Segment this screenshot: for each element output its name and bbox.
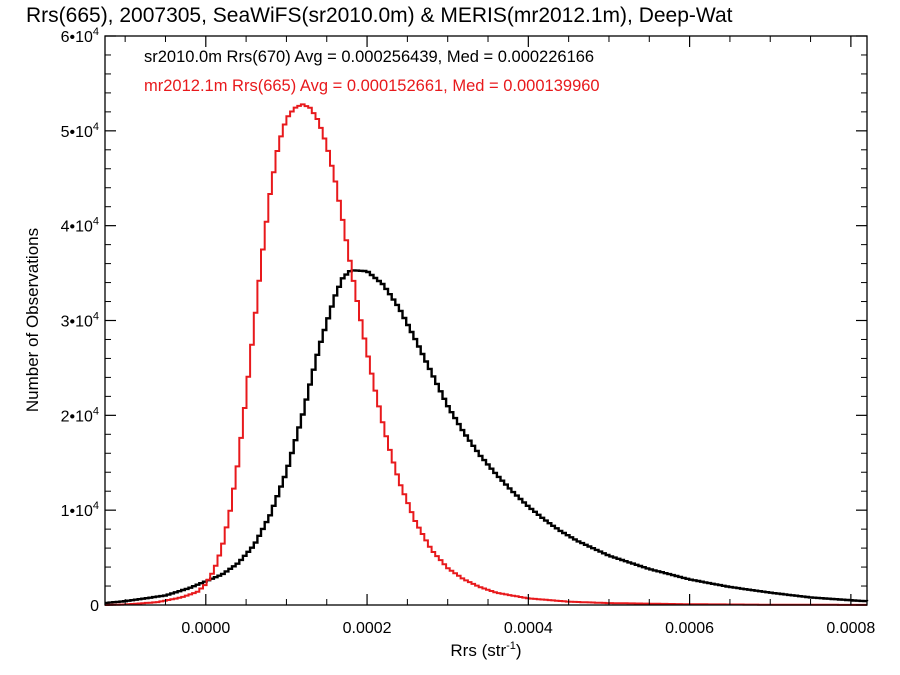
- x-tick-label: 0.0000: [181, 620, 230, 637]
- y-tick-label: 5•104: [61, 121, 99, 141]
- y-tick-label: 2•104: [61, 405, 99, 425]
- y-tick-label: 6•104: [61, 26, 99, 46]
- series-layer: [105, 103, 869, 606]
- histogram-series-2: [105, 103, 867, 606]
- annotation-line-2: mr2012.1m Rrs(665) Avg = 0.000152661, Me…: [144, 77, 600, 95]
- x-tick-label: 0.0006: [665, 620, 714, 637]
- y-tick-label: 0: [90, 598, 99, 615]
- y-tick-label: 4•104: [61, 216, 99, 236]
- tick-layer: 0.0000 0.0002 0.0004 0.0006 0.0008 0 1•104 2•10…: [61, 26, 876, 637]
- x-tick-label: 0.0004: [504, 620, 553, 637]
- annotation-line-1: sr2010.0m Rrs(670) Avg = 0.000256439, Me…: [144, 48, 594, 66]
- legend-annotations: sr2010.0m Rrs(670) Avg = 0.000256439, Me…: [144, 48, 600, 95]
- x-axis-title: Rrs (str-1): [450, 640, 521, 660]
- chart-title: Rrs(665), 2007305, SeaWiFS(sr2010.0m) & …: [26, 4, 733, 27]
- y-tick-label: 3•104: [61, 311, 99, 331]
- plot-frame: [104, 35, 868, 606]
- x-tick-label: 0.0002: [343, 620, 392, 637]
- y-tick-label: 1•104: [61, 500, 99, 520]
- y-axis-title: Number of Observations: [23, 228, 42, 412]
- histogram-series-1: [105, 269, 869, 605]
- x-tick-label: 0.0008: [826, 620, 875, 637]
